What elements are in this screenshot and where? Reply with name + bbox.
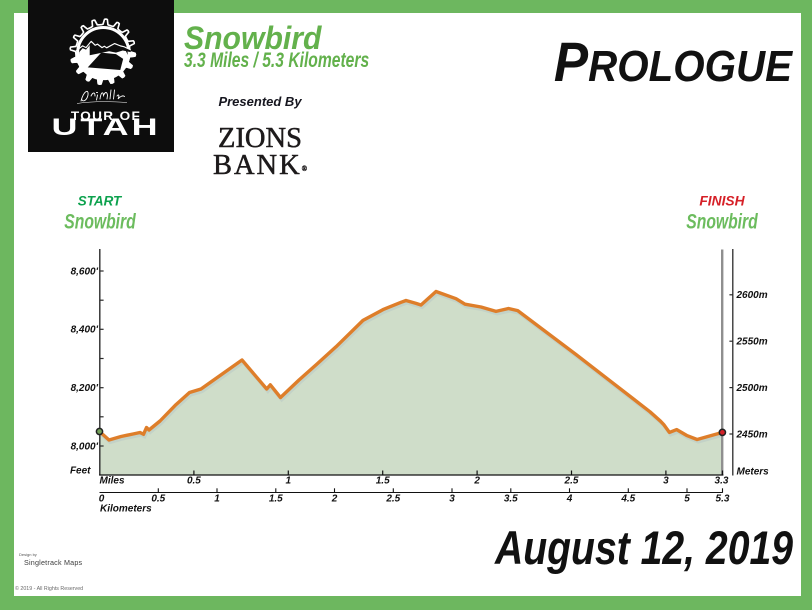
svg-text:5.3: 5.3 [716,493,730,504]
svg-text:0.5: 0.5 [151,493,165,504]
svg-text:2: 2 [473,476,480,487]
svg-text:2.5: 2.5 [385,493,400,504]
svg-text:4: 4 [566,493,573,504]
svg-text:Kilometers: Kilometers [100,503,152,514]
svg-text:3.3: 3.3 [715,476,729,487]
svg-text:3: 3 [663,476,669,487]
svg-text:1: 1 [214,493,220,504]
svg-text:2450m: 2450m [736,429,768,440]
svg-text:8,400': 8,400' [71,325,99,336]
svg-text:Snowbird: Snowbird [686,209,758,233]
svg-text:START: START [78,194,123,209]
svg-text:1: 1 [286,476,292,487]
svg-text:2: 2 [331,493,338,504]
svg-text:2600m: 2600m [736,290,768,301]
svg-text:Snowbird: Snowbird [64,209,136,233]
svg-text:3.5: 3.5 [504,493,518,504]
svg-text:0: 0 [99,493,105,504]
svg-text:FINISH: FINISH [699,194,745,209]
svg-text:5: 5 [684,493,690,504]
svg-text:2500m: 2500m [736,383,768,394]
svg-text:Meters: Meters [737,466,770,477]
svg-text:8,600': 8,600' [71,266,99,277]
svg-text:8,200': 8,200' [71,383,99,394]
svg-text:Miles: Miles [100,476,125,487]
svg-text:2.5: 2.5 [564,476,579,487]
svg-text:Feet: Feet [70,465,91,476]
svg-text:2550m: 2550m [736,337,768,348]
svg-text:1.5: 1.5 [269,493,283,504]
svg-text:0.5: 0.5 [187,476,201,487]
svg-text:4.5: 4.5 [620,493,635,504]
svg-text:1.5: 1.5 [376,476,390,487]
svg-text:3: 3 [449,493,455,504]
svg-text:8,000': 8,000' [71,441,99,452]
